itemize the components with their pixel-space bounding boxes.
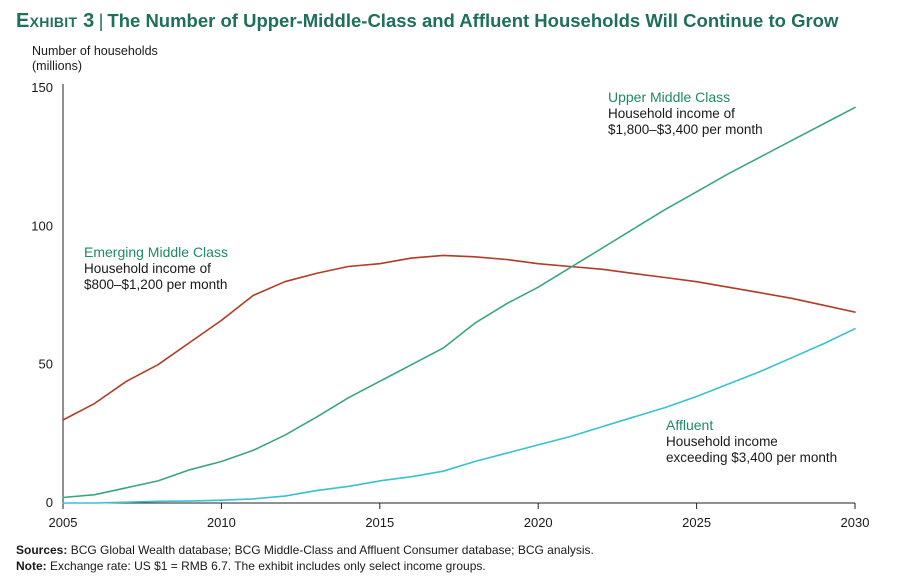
series-line-affluent (62, 327, 856, 504)
y-tick-label: 100 (31, 218, 53, 233)
y-tick-label: 150 (31, 80, 53, 95)
series-desc2-emerging: $800–$1,200 per month (84, 277, 227, 292)
chart-axes: 0 50 100 150 2005 2010 2015 2020 2025 2030 (31, 80, 869, 530)
y-tick-label: 0 (46, 495, 53, 510)
series-desc-affluent: Household income (666, 434, 778, 449)
sources-line: Sources: BCG Global Wealth database; BCG… (16, 542, 886, 558)
x-tick-label: 2015 (365, 515, 394, 530)
series-name-emerging: Emerging Middle Class (84, 244, 228, 260)
note-text: Exchange rate: US $1 = RMB 6.7. The exhi… (50, 559, 486, 573)
x-tick-label: 2010 (207, 515, 236, 530)
y-axis-label-line2: (millions) (32, 59, 82, 73)
x-tick-label: 2005 (49, 515, 78, 530)
series-desc-emerging: Household income of (84, 261, 211, 276)
y-tick-label: 50 (39, 357, 53, 372)
x-tick-label: 2025 (682, 515, 711, 530)
sources-text: BCG Global Wealth database; BCG Middle-C… (70, 543, 594, 557)
series-name-upper: Upper Middle Class (608, 89, 730, 105)
note-line: Note: Exchange rate: US $1 = RMB 6.7. Th… (16, 558, 886, 574)
series-desc2-upper: $1,800–$3,400 per month (608, 122, 763, 137)
series-line-upper (62, 106, 856, 499)
x-tick-label: 2020 (524, 515, 553, 530)
title-separator: | (98, 10, 104, 31)
series-desc-upper: Household income of (608, 106, 735, 121)
chart-title-text: The Number of Upper-Middle-Class and Aff… (107, 10, 839, 31)
exhibit-label: Exhibit 3 (16, 10, 95, 32)
sources-label: Sources: (16, 543, 68, 557)
chart-series (62, 106, 856, 504)
series-name-affluent: Affluent (666, 417, 713, 433)
x-tick-label: 2030 (841, 515, 870, 530)
series-line-emerging (62, 254, 856, 421)
chart-title: Exhibit 3 | The Number of Upper-Middle-Cla… (16, 10, 886, 33)
y-axis-label-line1: Number of households (32, 44, 158, 58)
y-axis-label: Number of households (millions) (32, 44, 192, 74)
series-desc2-affluent: exceeding $3,400 per month (666, 450, 837, 465)
chart-footer: Sources: BCG Global Wealth database; BCG… (16, 542, 886, 574)
note-label: Note: (16, 559, 47, 573)
